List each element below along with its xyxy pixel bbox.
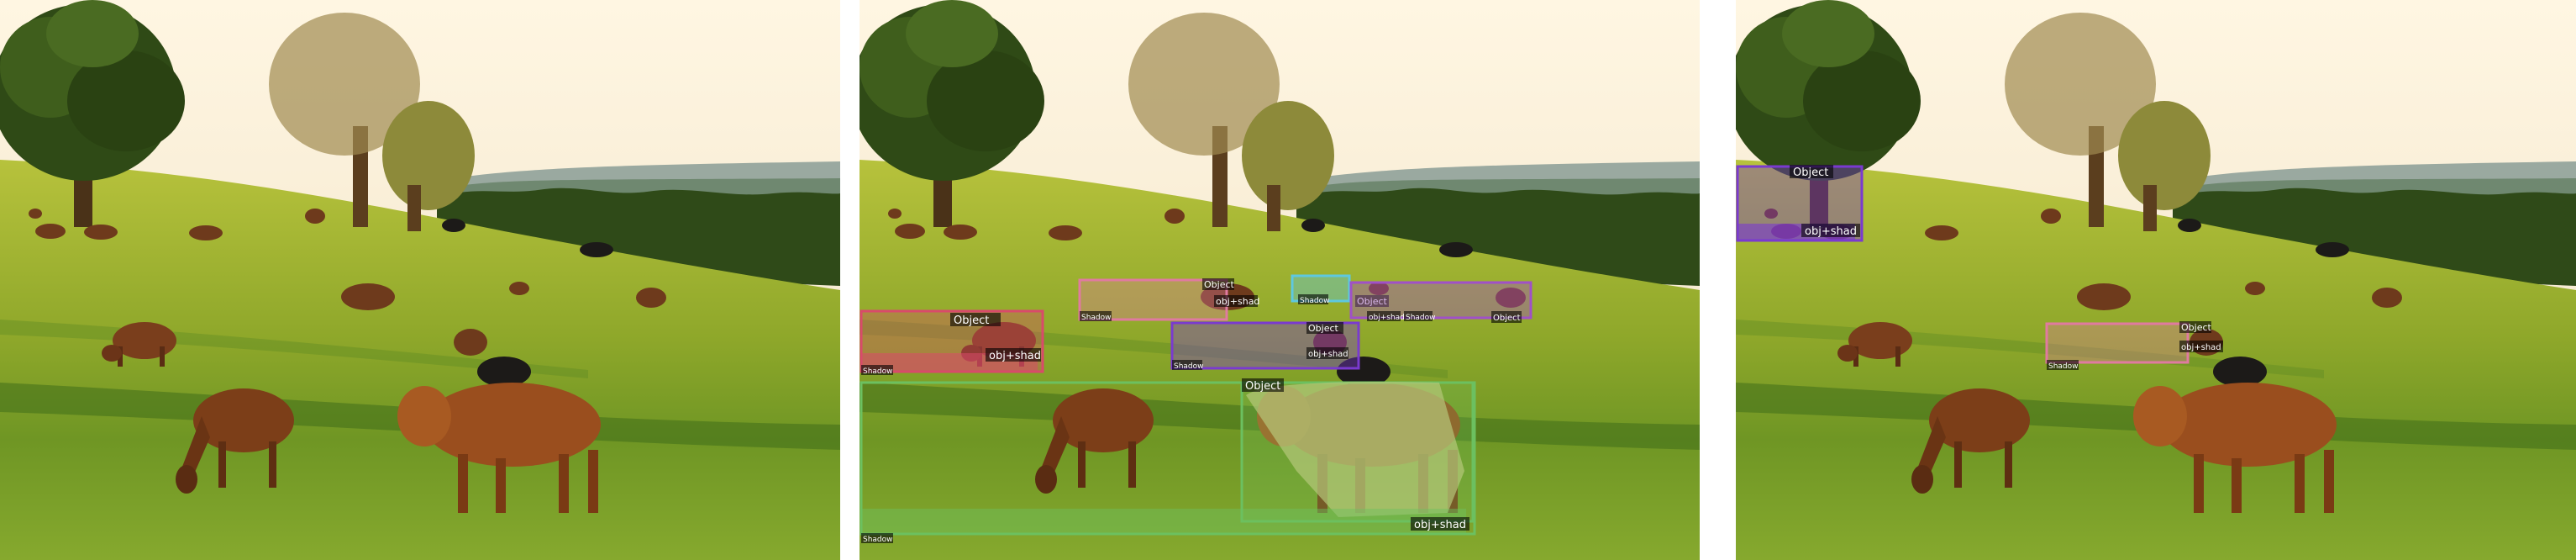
shadow-label: Shadow [1081, 314, 1112, 322]
shadow-label: Shadow [863, 536, 893, 544]
pasture-scene [1736, 0, 2576, 560]
all-predictions-panel: Object obj+shad Shadow Object obj+shad S… [860, 0, 1700, 560]
shadow-label: Shadow [1174, 362, 1204, 371]
objshad-label: obj+shad [1805, 225, 1857, 238]
annotation-group: Object obj+shad Shadow [860, 378, 1476, 544]
object-label: Object [1793, 166, 1828, 179]
object-label: Object [2181, 322, 2212, 333]
annotation-group: Object obj+shad Shadow [1078, 278, 1259, 322]
object-label: Object [1493, 314, 1521, 323]
annotation-group: Object obj+shad Shadow [860, 309, 1044, 376]
pasture-scene [0, 0, 840, 560]
annotation-group: Object obj+shad Shadow [2045, 321, 2223, 371]
objshad-label: obj+shad [1216, 296, 1259, 307]
annotation-group: Shadow Object [1291, 274, 1389, 307]
annotation-group: Object obj+shad [1736, 165, 1864, 242]
object-label: Object [954, 314, 989, 327]
objshad-label: obj+shad [989, 350, 1041, 362]
selected-predictions-panel: Object obj+shad Object obj+shad Shadow [1736, 0, 2576, 560]
original-image-panel [0, 0, 840, 560]
object-label: Object [1357, 296, 1388, 307]
shadow-label: Shadow [863, 367, 893, 376]
objshad-label: obj+shad [1308, 350, 1348, 359]
annotation-group: obj+shad Shadow Object [1349, 281, 1532, 323]
objshad-label: obj+shad [1369, 314, 1405, 322]
shadow-label: Shadow [1406, 314, 1436, 322]
object-label: Object [1245, 380, 1280, 393]
annotation-group: Object obj+shad Shadow [1170, 321, 1360, 371]
shadow-label: Shadow [2048, 362, 2079, 371]
shadow-label: Shadow [1300, 297, 1330, 305]
object-label: Object [1204, 279, 1235, 290]
objshad-label: obj+shad [1414, 519, 1466, 531]
objshad-label: obj+shad [2181, 343, 2221, 352]
object-label: Object [1308, 323, 1339, 334]
